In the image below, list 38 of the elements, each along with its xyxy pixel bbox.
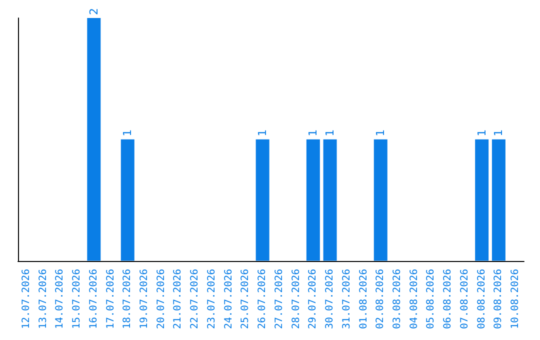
data-label: 2 bbox=[87, 8, 100, 15]
x-tick-label: 28.07.2026 bbox=[290, 268, 302, 330]
x-tick-label: 24.07.2026 bbox=[223, 268, 234, 330]
x-tick-label: 19.07.2026 bbox=[139, 268, 150, 330]
x-tick-label: 06.08.2026 bbox=[442, 268, 454, 330]
x-tick-label: 26.07.2026 bbox=[257, 268, 268, 330]
x-tick-label: 12.07.2026 bbox=[20, 268, 32, 330]
data-label: 1 bbox=[374, 129, 388, 136]
data-label: 1 bbox=[121, 129, 134, 136]
x-tick-label: 14.07.2026 bbox=[54, 268, 66, 330]
x-tick-label: 10.08.2026 bbox=[510, 268, 522, 330]
x-tick-label: 30.07.2026 bbox=[324, 268, 336, 330]
x-tick-label: 21.07.2026 bbox=[172, 268, 184, 330]
x-tick-label: 17.07.2026 bbox=[105, 268, 116, 330]
x-tick-label: 07.08.2026 bbox=[459, 268, 470, 330]
x-tick-label: 08.08.2026 bbox=[476, 268, 488, 330]
x-tick-label: 25.07.2026 bbox=[240, 268, 252, 330]
data-label: 1 bbox=[256, 129, 270, 136]
x-tick-label: 04.08.2026 bbox=[408, 268, 420, 330]
x-tick-label: 31.07.2026 bbox=[341, 268, 352, 330]
data-label: 1 bbox=[475, 129, 488, 136]
data-label: 1 bbox=[492, 129, 506, 136]
x-tick-label: 23.07.2026 bbox=[206, 268, 218, 330]
x-tick-label: 15.07.2026 bbox=[72, 268, 83, 330]
x-tick-label: 09.08.2026 bbox=[493, 268, 504, 330]
x-tick-label: 05.08.2026 bbox=[426, 268, 437, 330]
x-tick-label: 20.07.2026 bbox=[156, 268, 167, 330]
x-tick-label: 13.07.2026 bbox=[38, 268, 49, 330]
x-tick-label: 03.08.2026 bbox=[392, 268, 403, 330]
x-tick-label: 27.07.2026 bbox=[274, 268, 285, 330]
data-label: 1 bbox=[324, 129, 337, 136]
x-tick-label: 22.07.2026 bbox=[190, 268, 201, 330]
data-label: 1 bbox=[306, 129, 320, 136]
x-tick-label: 02.08.2026 bbox=[375, 268, 386, 330]
x-tick-label: 16.07.2026 bbox=[88, 268, 100, 330]
x-tick-label: 18.07.2026 bbox=[122, 268, 134, 330]
x-tick-label: 01.08.2026 bbox=[358, 268, 370, 330]
x-tick-label: 29.07.2026 bbox=[308, 268, 319, 330]
